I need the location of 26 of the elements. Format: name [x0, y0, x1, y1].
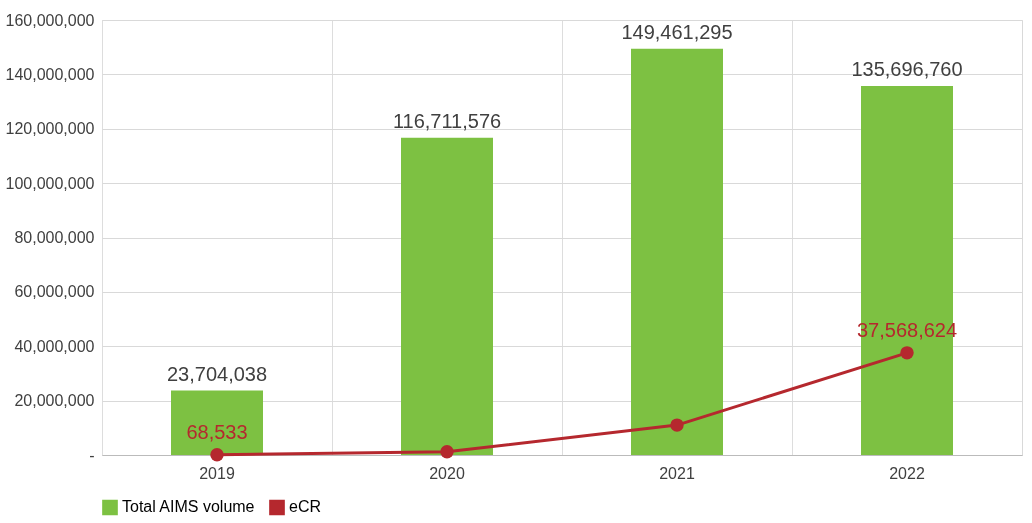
data-label: 116,711,576	[392, 109, 502, 132]
y-tick-label: 60,000,000	[14, 283, 95, 301]
x-tick-label: 2021	[659, 464, 695, 482]
bar	[631, 48, 723, 455]
bar	[401, 137, 493, 455]
data-label: 149,461,295	[621, 20, 733, 43]
x-tick-label: 2020	[429, 464, 465, 482]
point	[210, 448, 224, 462]
data-label: 135,696,760	[851, 58, 963, 81]
y-tick-label: 120,000,000	[5, 120, 95, 138]
x-tick-label: 2019	[199, 464, 235, 482]
point	[670, 418, 684, 432]
x-tick-label: 2022	[889, 464, 925, 482]
point	[440, 445, 454, 459]
point	[900, 346, 914, 360]
y-tick-label: 140,000,000	[5, 65, 95, 83]
legend-label: Total AIMS volume	[122, 498, 255, 516]
y-tick-label: 160,000,000	[5, 11, 95, 29]
y-tick-label: 80,000,000	[14, 229, 95, 246]
y-tick-label: -	[89, 446, 95, 464]
y-tick-label: 100,000,000	[5, 174, 95, 192]
legend-label: eCR	[289, 498, 322, 516]
y-tick-label: 40,000,000	[14, 337, 95, 355]
y-tick-label: 20,000,000	[14, 392, 95, 410]
data-label: 68,533	[186, 420, 248, 443]
data-label: 23,704,038	[166, 362, 268, 385]
